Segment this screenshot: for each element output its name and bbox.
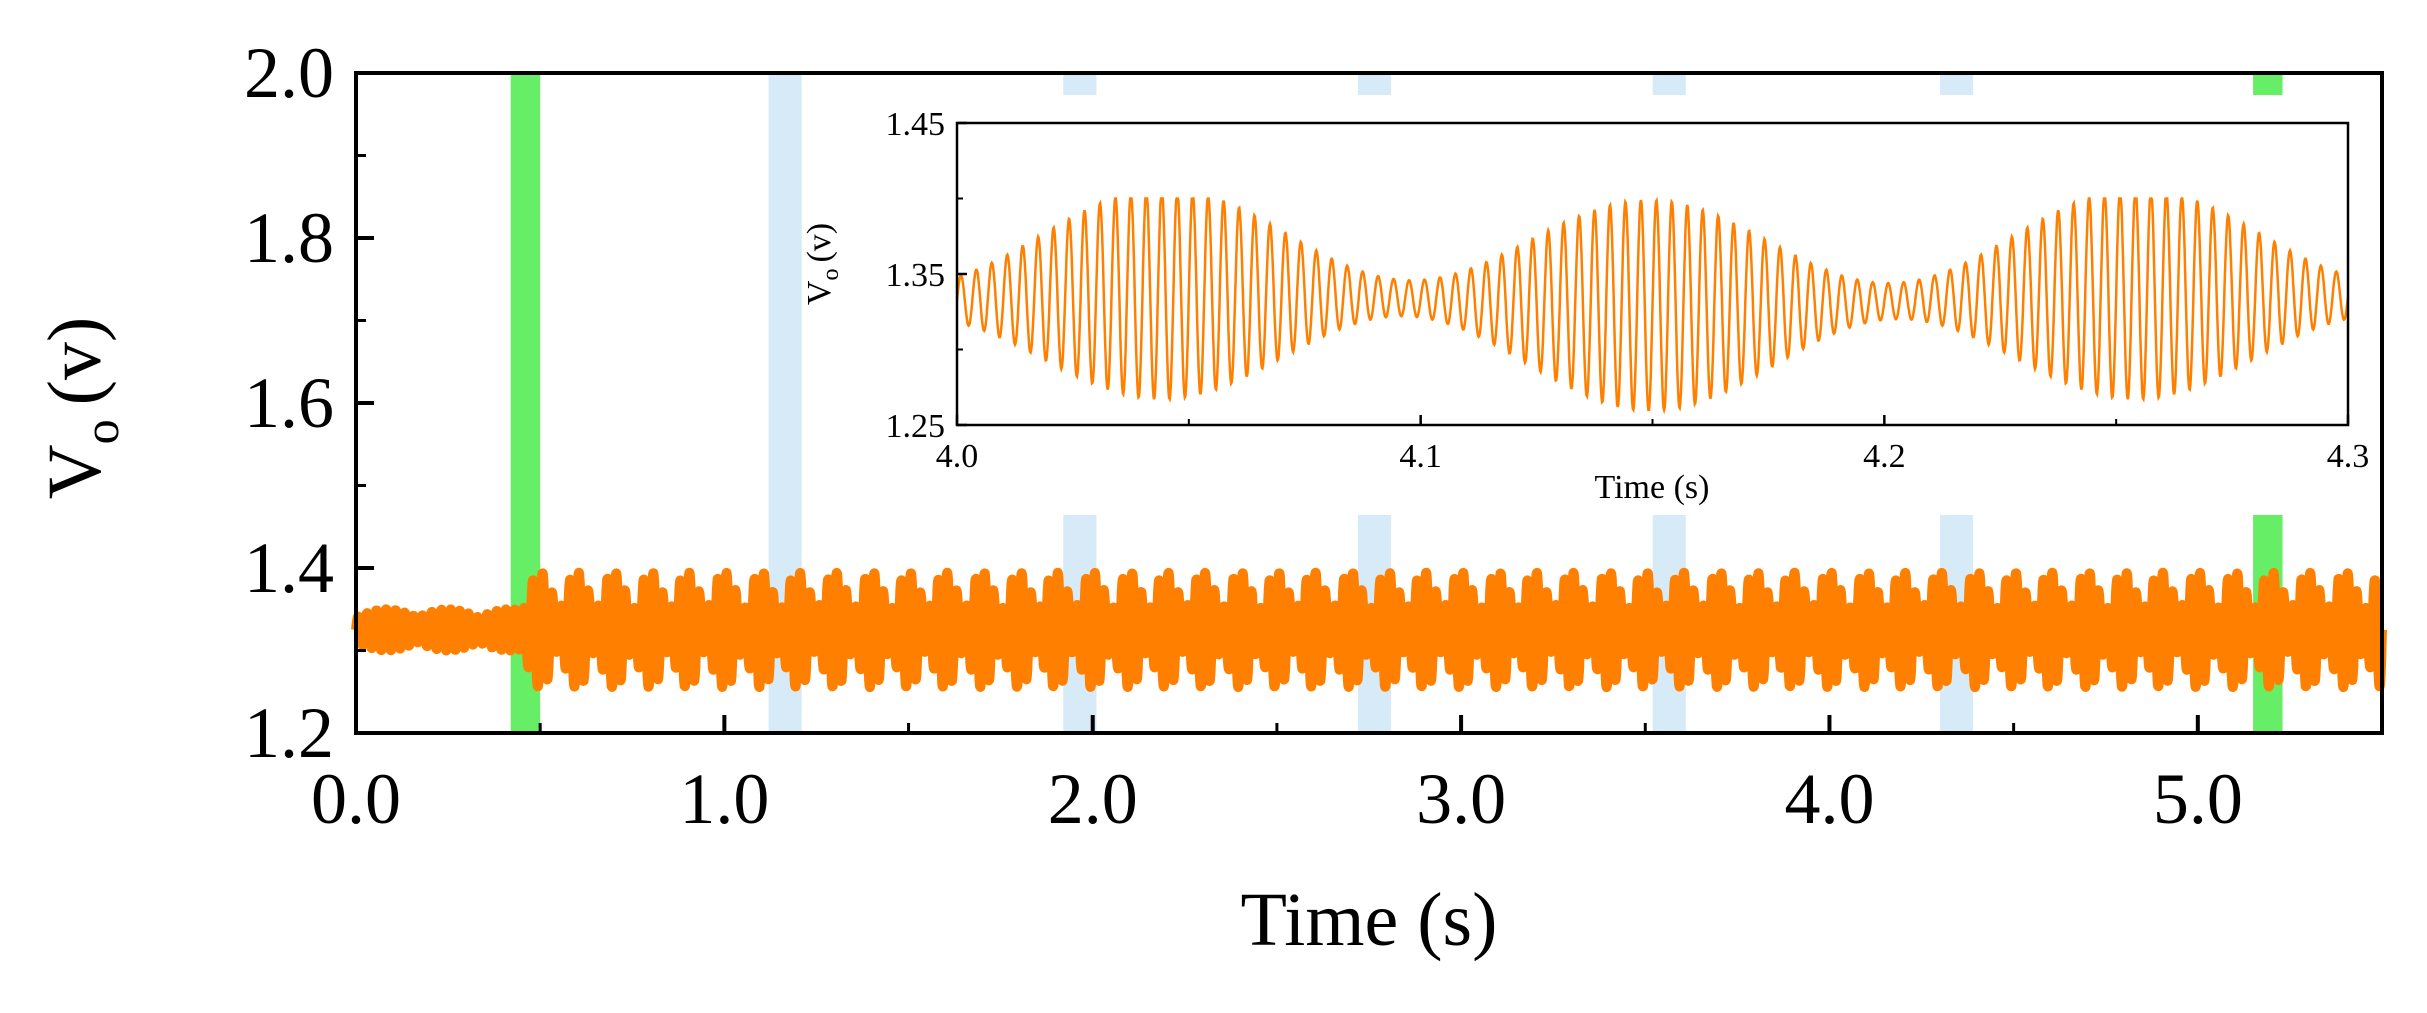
inset-y-tick-label: 1.45 [886,106,946,143]
inset-x-ticks: 4.0 4.1 4.2 4.3 [936,415,2370,475]
inset-x-tick-label: 4.2 [1863,438,1906,475]
main-x-ticks: 0.0 1.0 2.0 3.0 4.0 5.0 [311,715,2243,839]
inset-y-axis-label-sub: o [818,269,844,281]
inset-y-axis-label-unit: (v) [801,223,838,263]
inset-y-tick-label: 1.25 [886,408,946,445]
inset-series-line [955,196,2350,415]
main-y-tick-label: 1.2 [244,693,334,773]
inset-background [820,95,2368,515]
main-x-tick-label: 1.0 [679,759,769,839]
main-y-axis-label-unit: (v) [33,317,117,406]
inset-y-axis-label-text: Vo (v) [801,223,844,305]
main-series-line [351,567,2387,693]
main-x-tick-label: 3.0 [1416,759,1506,839]
main-y-axis-label-sub: o [73,419,129,444]
main-x-tick-label: 0.0 [311,759,401,839]
inset-x-tick-label: 4.0 [936,438,979,475]
inset-x-tick-label: 4.3 [2327,438,2370,475]
inset-x-tick-label: 4.1 [1399,438,1442,475]
main-y-tick-label: 1.4 [244,528,334,608]
main-y-tick-label: 1.8 [244,198,334,278]
inset-y-axis-label-v: V [801,280,838,305]
inset-y-axis-label: Vo (v) [801,223,844,305]
inset-plot: 4.0 4.1 4.2 4.3 1.25 1.35 1.45 Time (s) Vo (v) [801,95,2369,515]
inset-y-ticks: 1.25 1.35 1.45 [886,106,967,445]
main-x-tick-label: 5.0 [2153,759,2243,839]
main-y-ticks: 1.2 1.4 1.6 1.8 2.0 [244,33,374,773]
main-x-tick-label: 4.0 [1784,759,1874,839]
main-y-tick-label: 2.0 [244,33,334,113]
main-y-axis-label-text: Vo (v) [33,317,129,500]
inset-x-axis-label: Time (s) [1595,469,1710,506]
main-y-axis-label-v: V [33,444,117,499]
main-y-tick-label: 1.6 [244,363,334,443]
main-y-axis-label: Vo (v) [33,317,129,500]
inset-y-tick-label: 1.35 [886,257,946,294]
main-x-axis-label: Time (s) [1241,878,1498,962]
main-x-tick-label: 2.0 [1048,759,1138,839]
